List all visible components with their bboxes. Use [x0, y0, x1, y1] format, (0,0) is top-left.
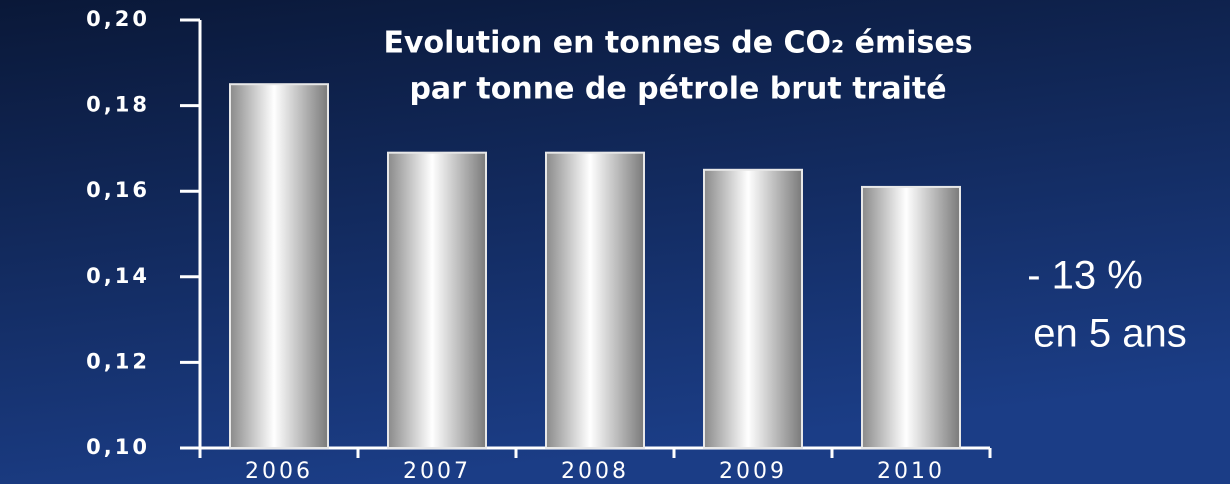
- chart-title: Evolution en tonnes de CO₂ émises: [383, 26, 972, 61]
- annotation: - 13 %: [1027, 254, 1143, 298]
- y-tick-label: 0,16: [86, 178, 150, 202]
- x-tick-label: 2007: [403, 459, 471, 484]
- x-tick-label: 2006: [245, 459, 313, 484]
- y-tick-label: 0,10: [86, 435, 150, 459]
- bar: [703, 168, 803, 450]
- chart-title: par tonne de pétrole brut traité: [409, 72, 946, 107]
- bar: [861, 185, 961, 449]
- x-tick-label: 2008: [561, 459, 629, 484]
- x-tick-label: 2009: [719, 459, 787, 484]
- annotation: en 5 ans: [1033, 312, 1186, 356]
- y-tick-label: 0,18: [86, 93, 150, 117]
- y-tick-label: 0,14: [86, 264, 150, 288]
- bar: [229, 83, 329, 449]
- bar: [545, 151, 645, 449]
- bar: [387, 151, 487, 449]
- y-tick-label: 0,12: [86, 349, 150, 373]
- x-tick-label: 2010: [877, 459, 945, 484]
- y-tick-label: 0,20: [86, 7, 150, 31]
